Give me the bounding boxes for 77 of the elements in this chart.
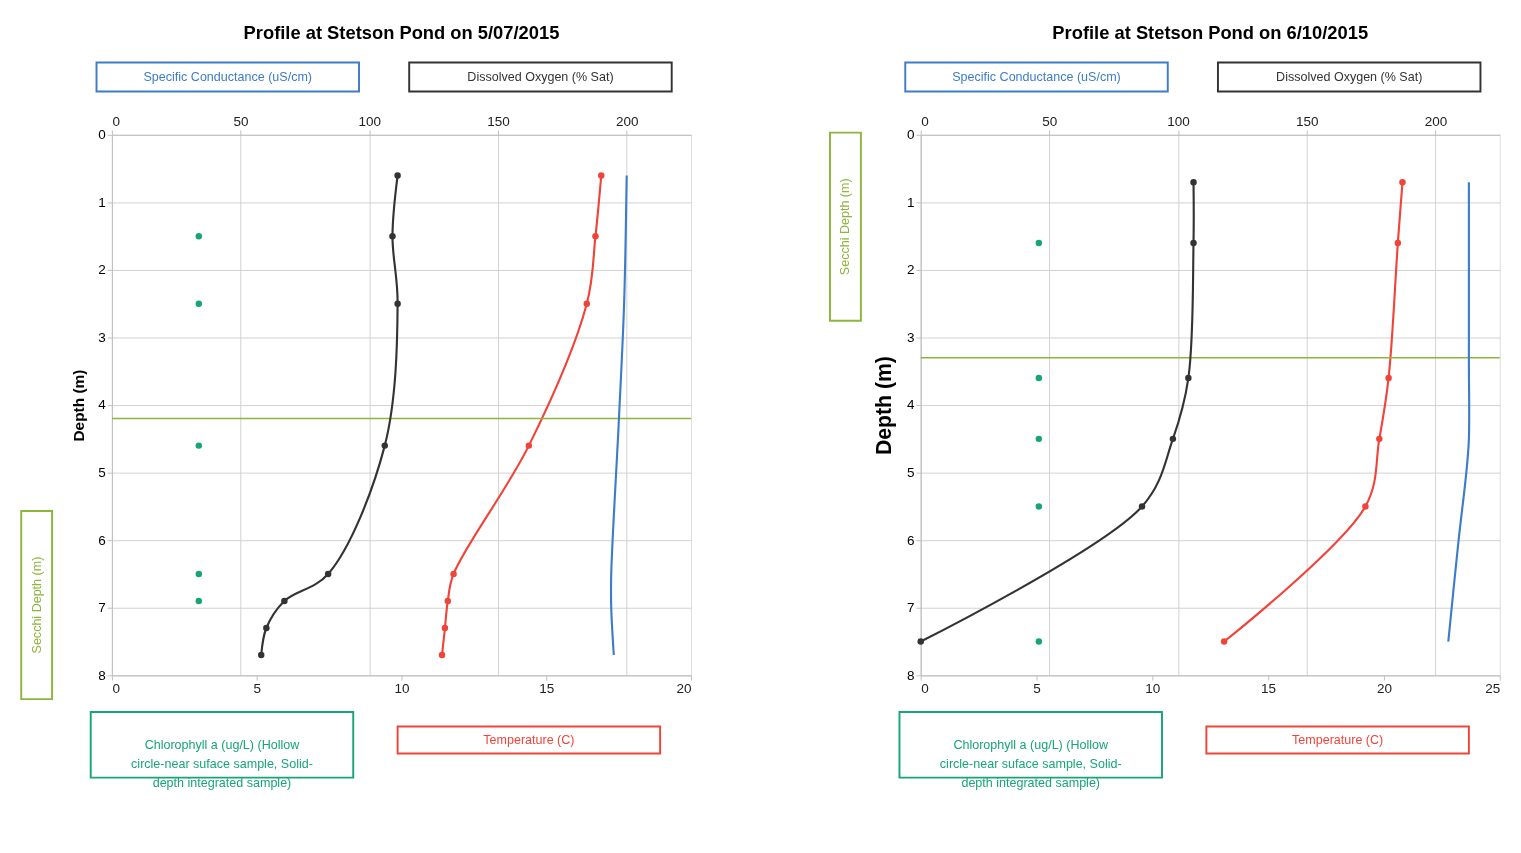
y-tick-label: 5 (906, 464, 915, 480)
point (195, 300, 203, 307)
point (1376, 435, 1383, 443)
x-tick-label: 0 (921, 681, 929, 697)
point (1220, 638, 1228, 645)
y-tick-label: 0 (906, 127, 915, 143)
y-tick-label: 3 (98, 329, 106, 345)
y-tick-label: 8 (98, 667, 106, 683)
y-tick-label: 2 (906, 262, 915, 278)
x-tick-label: 25 (1485, 681, 1501, 697)
y-tick-label: 5 (98, 464, 106, 480)
point (1362, 503, 1369, 510)
point (1035, 374, 1043, 382)
x2-tick-label: 50 (1042, 113, 1058, 129)
chart-title: Profile at Stetson Pond on 6/10/2015 (1052, 22, 1369, 44)
point (444, 597, 452, 605)
x-tick-label: 5 (253, 681, 261, 697)
point (598, 172, 605, 179)
y-tick-label: 7 (98, 600, 106, 616)
x-tick-label: 15 (1261, 681, 1277, 697)
point (583, 300, 591, 307)
point (195, 232, 203, 240)
y-tick-label: 7 (906, 600, 915, 616)
point (441, 624, 449, 632)
y-tick-label: 2 (98, 262, 106, 278)
x2-tick-label: 0 (112, 113, 120, 129)
text: Specific Conductance (uS/cm) (143, 69, 313, 84)
y-tick-label: 3 (906, 329, 915, 345)
point (195, 570, 203, 578)
y-tick-label: 6 (906, 532, 915, 548)
y-tick-label: 6 (98, 532, 106, 548)
y-axis-title: Depth (m) (69, 369, 87, 442)
x-tick-label: 10 (1145, 681, 1161, 697)
y-axis-title: Depth (m) (871, 356, 896, 456)
text: Chlorophyll a (ug/L) (Hollow circle-near suface sample, Solid-depth integrated sample) (939, 737, 1122, 791)
y-tick-label: 1 (906, 194, 915, 210)
x-tick-label: 15 (539, 681, 555, 697)
x-tick-label: 5 (1033, 681, 1041, 697)
point (195, 442, 203, 449)
y-tick-label: 8 (906, 667, 915, 683)
x2-tick-label: 200 (615, 113, 639, 129)
text: Temperature (C) (483, 732, 575, 747)
point (1385, 374, 1392, 382)
x2-tick-label: 150 (1295, 113, 1319, 129)
x2-tick-label: 0 (921, 113, 929, 129)
x2-tick-label: 150 (487, 113, 510, 129)
ref-line-label: Secchi Depth (m) (29, 556, 44, 654)
point (438, 651, 446, 659)
y-tick-label: 0 (98, 127, 106, 143)
point (592, 232, 599, 240)
text: Temperature (C) (1292, 732, 1384, 747)
text: Chlorophyll a (ug/L) (Hollow circle-near suface sample, Solid-depth integrated sample) (131, 737, 313, 791)
x2-tick-label: 50 (233, 113, 249, 129)
text: Dissolved Oxygen (% Sat) (1276, 69, 1423, 84)
point (450, 570, 457, 578)
y-tick-label: 4 (98, 397, 107, 413)
y-tick-label: 4 (906, 397, 915, 413)
x-tick-label: 20 (676, 681, 692, 697)
point (1035, 638, 1043, 645)
y-tick-label: 1 (98, 194, 106, 210)
x-tick-label: 20 (1376, 681, 1392, 697)
point (1035, 503, 1043, 510)
chart-title: Profile at Stetson Pond on 5/07/2015 (243, 22, 560, 44)
x-tick-label: 0 (112, 681, 120, 697)
text: Dissolved Oxygen (% Sat) (467, 69, 614, 84)
point (1399, 178, 1406, 186)
point (525, 442, 533, 449)
point (1035, 239, 1043, 247)
ref-line-label: Secchi Depth (m) (838, 178, 853, 276)
x2-tick-label: 100 (358, 113, 382, 129)
x2-tick-label: 100 (1167, 113, 1190, 129)
text: Specific Conductance (uS/cm) (952, 69, 1121, 84)
x2-tick-label: 200 (1424, 113, 1448, 129)
point (1394, 239, 1402, 247)
point (1035, 435, 1043, 443)
point (195, 597, 203, 605)
x-tick-label: 10 (394, 681, 410, 697)
